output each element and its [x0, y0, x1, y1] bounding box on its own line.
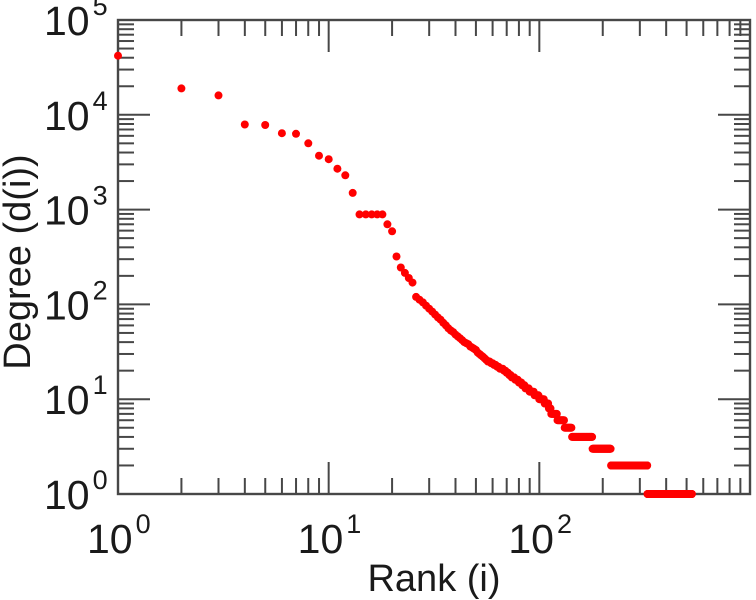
data-points-group [114, 51, 696, 498]
data-point [367, 210, 376, 219]
y-tick-label: 10 3 [44, 181, 108, 234]
data-point [277, 129, 286, 138]
data-point [261, 121, 270, 129]
x-tick-label: 10 0 [87, 509, 151, 562]
plot-frame-group [116, 18, 752, 496]
data-point [643, 461, 652, 470]
x-axis-title: Rank (i) [367, 558, 500, 600]
data-point [567, 423, 576, 432]
data-point [292, 129, 300, 138]
axis-ticks-group [117, 19, 751, 495]
data-point [687, 490, 696, 498]
data-point [240, 120, 249, 129]
tick-labels-group: 10 0 10 1 10 2 10 0 10 1 10 2 10 3 10 4 10 5 [44, 0, 572, 562]
data-point [315, 151, 323, 160]
data-point [304, 139, 313, 148]
y-tick-label: 10 0 [44, 465, 108, 518]
data-point [552, 409, 561, 418]
data-point [361, 210, 370, 219]
data-point [560, 416, 568, 425]
data-point [383, 220, 392, 229]
y-tick-label: 10 2 [44, 275, 108, 328]
x-tick-label: 10 1 [298, 509, 362, 562]
plot-frame [116, 18, 752, 496]
y-tick-label: 10 4 [44, 86, 108, 139]
data-point [355, 210, 364, 219]
data-point [333, 164, 342, 173]
data-point [214, 91, 223, 100]
data-point [388, 227, 397, 236]
data-point [177, 84, 186, 93]
y-axis-title: Degree (d(i)) [0, 154, 39, 369]
data-point [348, 188, 357, 197]
y-tick-label: 10 1 [44, 370, 108, 423]
data-point [392, 252, 401, 261]
data-point [606, 444, 615, 453]
data-point [114, 51, 122, 60]
data-point [324, 155, 333, 164]
data-point [341, 171, 350, 180]
data-point [588, 432, 597, 441]
data-point [408, 278, 417, 287]
y-tick-label: 10 5 [44, 0, 108, 44]
data-point [378, 210, 387, 219]
x-tick-label: 10 2 [508, 509, 572, 562]
